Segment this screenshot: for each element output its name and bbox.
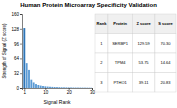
bar	[82, 87, 84, 88]
table-header: Protein	[113, 21, 127, 26]
bar	[23, 28, 25, 88]
bar	[26, 63, 28, 88]
bar	[61, 87, 63, 88]
table-text: 129.59	[137, 41, 150, 46]
x-tick-label: 10	[43, 90, 49, 95]
y-tick-label: 32	[14, 71, 20, 76]
x-tick-label: 20	[67, 90, 73, 95]
y-tick-mark	[20, 14, 22, 15]
table-text: 39.11	[139, 80, 149, 85]
table-cell	[95, 14, 108, 34]
bar	[70, 87, 72, 88]
bar	[58, 87, 60, 88]
bar	[51, 87, 53, 88]
table-cell	[155, 34, 176, 54]
bar	[89, 87, 91, 88]
bar	[44, 86, 46, 88]
table-cell	[95, 53, 108, 73]
bar	[63, 87, 65, 88]
y-tick-mark	[20, 44, 22, 45]
table-cell	[155, 14, 176, 34]
y-tick-label: 128	[11, 27, 19, 32]
y-tick: 128	[11, 27, 22, 32]
x-tick: 20	[67, 88, 73, 95]
bar	[65, 87, 67, 88]
bar	[33, 82, 35, 88]
table-text: 70.30	[160, 41, 171, 46]
bar	[42, 86, 44, 88]
bar	[54, 87, 56, 88]
y-tick-mark	[20, 29, 22, 30]
table-cell	[95, 73, 108, 93]
table-cell	[95, 34, 108, 54]
table-cell	[132, 14, 155, 34]
x-tick: 30	[90, 88, 96, 95]
bar	[49, 87, 51, 88]
bars	[23, 28, 92, 88]
y-tick-mark	[20, 58, 22, 59]
y-axis-line	[20, 15, 23, 89]
bar	[68, 87, 70, 88]
bar	[28, 70, 30, 88]
y-tick-label: 0	[16, 86, 19, 91]
table-text: SERBP1	[112, 41, 129, 46]
x-axis-title: Signal Rank	[44, 99, 71, 105]
table: Rank Protein Z score S score 1 SERBP1 129.59 70…	[95, 14, 176, 92]
y-tick-label: 64	[14, 56, 20, 61]
x-tick: 1	[24, 88, 27, 95]
table-text: 14.64	[160, 60, 171, 65]
y-tick: 96	[14, 42, 22, 47]
x-axis-line	[23, 89, 93, 91]
bar	[72, 87, 74, 88]
table-cell	[132, 53, 155, 73]
table-text: TPM4	[115, 60, 126, 65]
table-text: 1	[100, 41, 103, 46]
bar	[30, 80, 32, 88]
x-axis: 1 10 20 30	[23, 88, 96, 95]
table-cell	[108, 14, 132, 34]
title: Human Protein Microarray Specificity Val…	[20, 2, 157, 8]
table-header: S score	[158, 21, 173, 26]
y-axis: 0 32 64 96 128 160	[11, 12, 22, 91]
table-cell	[108, 73, 132, 93]
y-tick-mark	[20, 73, 22, 74]
y-tick-label: 160	[11, 12, 19, 17]
bar	[77, 87, 79, 88]
y-tick-mark	[20, 88, 22, 89]
bar	[91, 87, 92, 88]
table-cell	[132, 34, 155, 54]
y-axis-title: Strength of Signal (Z score)	[2, 23, 7, 79]
bar	[75, 87, 77, 88]
y-tick: 32	[14, 71, 22, 76]
table-header: Z score	[136, 21, 151, 26]
table-cell	[155, 73, 176, 93]
table-text: 2	[100, 60, 103, 65]
y-tick: 160	[11, 12, 22, 17]
x-tick-label: 30	[90, 90, 96, 95]
bar	[47, 87, 49, 88]
y-tick: 0	[16, 86, 22, 91]
table-cell	[132, 73, 155, 93]
y-tick-label: 96	[14, 42, 20, 47]
table-text: 53.75	[139, 60, 150, 65]
bar	[40, 86, 42, 88]
chart: 11020300326496128160Human Protein Microa…	[0, 0, 177, 108]
bar	[79, 87, 81, 88]
bar	[84, 87, 86, 88]
y-tick: 64	[14, 56, 22, 61]
table-text: 20.83	[160, 80, 171, 85]
table-cell	[108, 53, 132, 73]
table-cell	[108, 34, 132, 54]
table-header: Rank	[97, 21, 108, 26]
table-cell	[155, 53, 176, 73]
table-text: PTHO1	[113, 80, 127, 85]
table-text: 3	[100, 80, 103, 85]
bar	[37, 85, 39, 88]
x-tick-label: 1	[24, 90, 27, 95]
bar	[86, 87, 88, 88]
bar	[35, 84, 37, 88]
bar	[56, 87, 58, 88]
x-tick: 10	[43, 88, 49, 95]
